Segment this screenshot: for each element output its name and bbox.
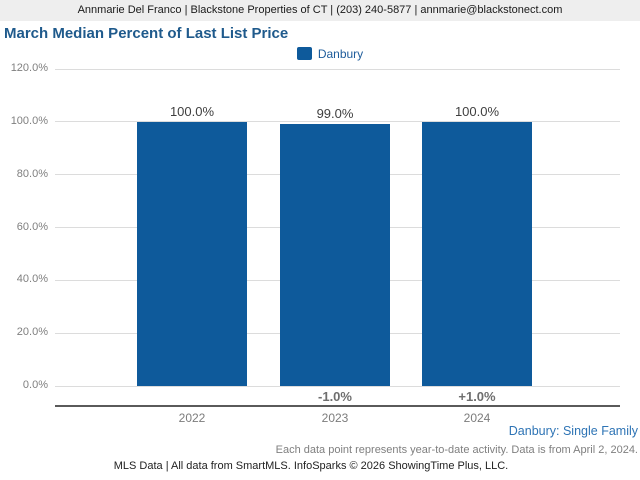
data-note: Each data point represents year-to-date … (275, 444, 638, 456)
y-tick-label-40: 40.0% (16, 273, 48, 286)
bar-value-label-2022: 100.0% (169, 103, 215, 119)
y-tick-label-100: 100.0% (10, 114, 48, 127)
y-tick-label-80: 80.0% (16, 167, 48, 180)
change-label-2023: -1.0% (318, 389, 352, 404)
bar-2024[interactable] (422, 121, 532, 386)
agent-contact-header: Annmarie Del Franco | Blackstone Propert… (0, 0, 640, 21)
x-axis-line (55, 405, 620, 407)
legend-item-danbury[interactable]: Danbury (296, 46, 364, 61)
x-axis-label-2022: 2022 (178, 411, 206, 425)
bar-2023[interactable] (280, 124, 390, 386)
legend-label: Danbury (317, 46, 364, 61)
legend: Danbury (0, 46, 640, 61)
copyright-line: MLS Data | All data from SmartMLS. InfoS… (113, 460, 509, 472)
agent-contact-text: Annmarie Del Franco | Blackstone Propert… (77, 4, 563, 16)
x-axis-label-2024: 2024 (463, 411, 491, 425)
y-tick-label-60: 60.0% (16, 220, 48, 233)
y-tick-label-0: 0.0% (22, 379, 48, 391)
x-axis-label-2023: 2023 (321, 411, 349, 425)
bar-value-label-2023: 99.0% (316, 106, 354, 122)
legend-swatch-icon (296, 47, 312, 60)
gridline-0 (55, 385, 620, 387)
y-tick-label-120: 120.0% (10, 62, 48, 74)
gridline-100 (55, 121, 620, 123)
page-title: March Median Percent of Last List Price (4, 25, 289, 42)
change-label-2024: +1.0% (458, 389, 496, 404)
bar-value-label-2024: 100.0% (454, 103, 500, 119)
gridline-120 (55, 68, 620, 70)
bar-2022[interactable] (137, 121, 247, 386)
y-tick-label-20: 20.0% (16, 326, 48, 339)
series-note: Danbury: Single Family (508, 424, 638, 438)
